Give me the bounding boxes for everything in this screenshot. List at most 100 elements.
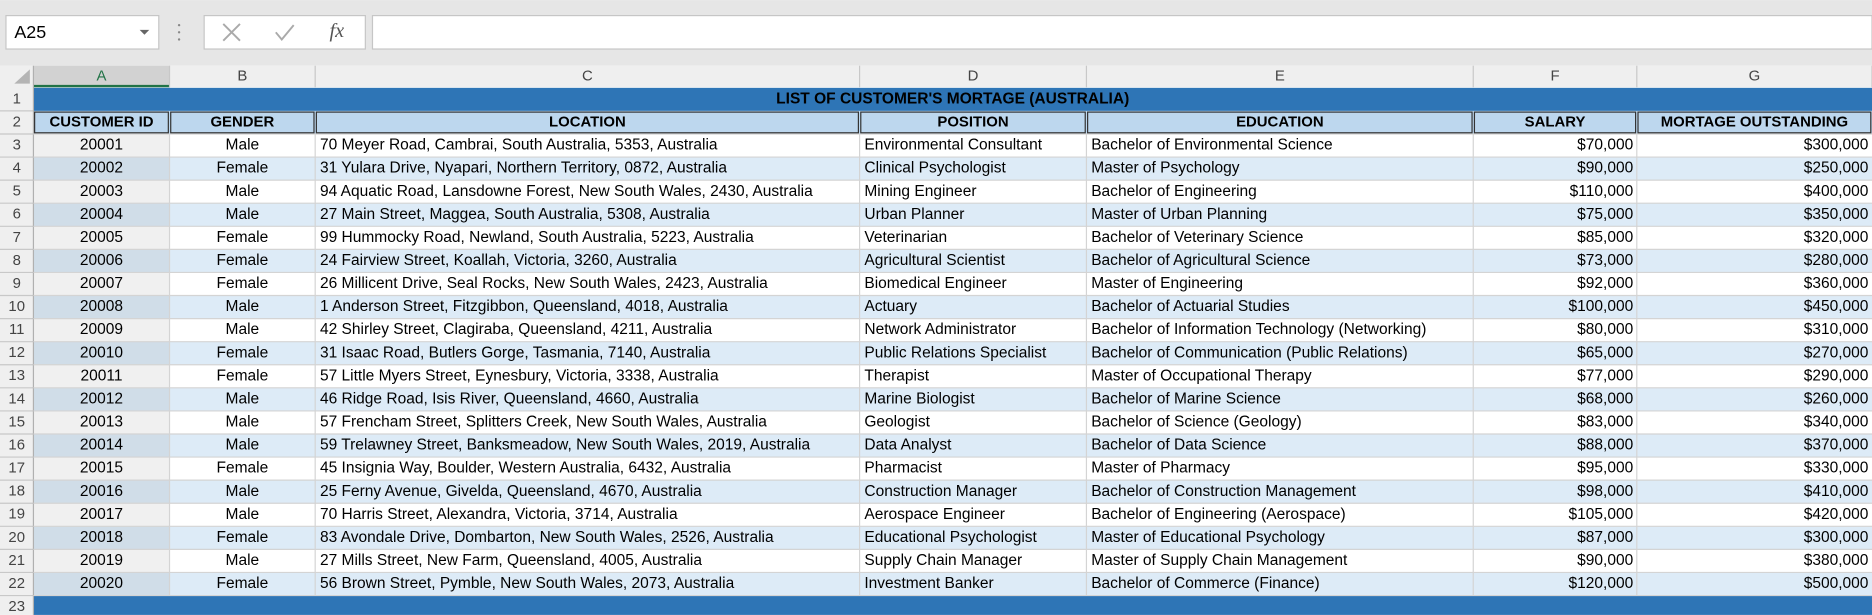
cell[interactable]: Bachelor of Marine Science [1091,390,1281,407]
cell[interactable]: $450,000 [1804,298,1869,315]
cell[interactable]: Urban Planner [864,206,964,223]
row-header[interactable]: 11 [9,321,24,338]
column-header[interactable]: C [582,67,593,84]
cell[interactable]: 20001 [80,137,123,154]
cell[interactable]: Agricultural Scientist [864,252,1005,269]
cell[interactable]: Male [226,506,260,523]
cell[interactable]: $80,000 [1577,321,1633,338]
cell[interactable]: 57 Little Myers Street, Eynesbury, Victo… [320,367,719,384]
cell[interactable]: Female [216,575,268,592]
cell[interactable]: Male [226,437,260,454]
cell[interactable]: 26 Millicent Drive, Seal Rocks, New Sout… [320,275,768,292]
cell[interactable]: 99 Hummocky Road, Newland, South Austral… [320,229,754,246]
cell[interactable]: $350,000 [1804,206,1869,223]
fx-icon[interactable]: fx [330,20,345,42]
cell[interactable]: $98,000 [1577,483,1633,500]
row-header[interactable]: 17 [8,460,25,477]
cell[interactable]: Bachelor of Construction Management [1091,483,1356,500]
cell[interactable]: 56 Brown Street, Pymble, New South Wales… [320,575,735,592]
cell[interactable]: Female [216,275,268,292]
row-header[interactable]: 13 [8,367,25,384]
cell[interactable]: Investment Banker [864,575,993,592]
column-header[interactable]: F [1550,67,1559,84]
cell[interactable]: Male [226,414,260,431]
cell[interactable]: 20017 [80,506,123,523]
row-header[interactable]: 22 [8,575,25,592]
cell[interactable]: 20008 [80,298,123,315]
cell[interactable]: Male [226,552,260,569]
column-header[interactable]: A [97,67,107,84]
cell[interactable]: 70 Meyer Road, Cambrai, South Australia,… [320,137,718,154]
row-header[interactable]: 20 [8,529,25,546]
cell[interactable]: 20010 [80,344,124,361]
cell[interactable]: $310,000 [1804,321,1869,338]
row-header[interactable]: 21 [8,552,25,569]
cell[interactable]: Male [226,206,260,223]
cell[interactable]: 20007 [80,275,123,292]
cell[interactable]: $70,000 [1577,137,1633,154]
cell[interactable]: 27 Main Street, Maggea, South Australia,… [320,206,710,223]
cell[interactable]: Master of Educational Psychology [1091,529,1325,546]
cell[interactable]: Female [216,367,268,384]
cell[interactable]: $105,000 [1569,506,1634,523]
cell[interactable]: Master of Occupational Therapy [1091,367,1312,384]
cell[interactable]: $100,000 [1569,298,1634,315]
cell[interactable]: $120,000 [1569,575,1634,592]
cell[interactable]: Bachelor of Information Technology (Netw… [1091,321,1426,338]
cell[interactable]: $75,000 [1577,206,1633,223]
cell[interactable]: Male [226,183,260,200]
cell[interactable]: Therapist [864,367,929,384]
cell[interactable]: $380,000 [1804,552,1869,569]
cell[interactable]: Mining Engineer [864,183,976,200]
cell[interactable]: Female [216,229,268,246]
cell[interactable]: Geologist [864,414,930,431]
row-header[interactable]: 23 [8,598,25,615]
cell[interactable]: 70 Harris Street, Alexandra, Victoria, 3… [320,506,678,523]
cell[interactable]: Bachelor of Science (Geology) [1091,414,1301,431]
cell[interactable]: $330,000 [1804,460,1869,477]
cell[interactable]: $320,000 [1804,229,1869,246]
cell[interactable]: Master of Supply Chain Management [1091,552,1348,569]
cell[interactable]: 20005 [80,229,123,246]
cell[interactable]: Bachelor of Engineering (Aerospace) [1091,506,1345,523]
row-header[interactable]: 18 [8,483,25,500]
row-header[interactable]: 12 [8,344,25,361]
row-header[interactable]: 3 [13,136,21,153]
row-header[interactable]: 9 [13,275,21,292]
cell[interactable]: 46 Ridge Road, Isis River, Queensland, 4… [320,390,699,407]
enter-icon[interactable] [275,24,295,41]
cell[interactable]: $88,000 [1577,437,1633,454]
cell[interactable]: Biomedical Engineer [864,275,1006,292]
cell[interactable]: 20002 [80,160,123,177]
row-header[interactable]: 2 [13,113,21,130]
cell[interactable]: Female [216,252,268,269]
cell[interactable]: 20004 [80,206,124,223]
cell[interactable]: Clinical Psychologist [864,160,1006,177]
cell[interactable]: 20009 [80,321,123,338]
cell[interactable]: 31 Isaac Road, Butlers Gorge, Tasmania, … [320,344,711,361]
row-header[interactable]: 19 [8,506,25,523]
cell[interactable]: Bachelor of Actuarial Studies [1091,298,1290,315]
cell[interactable]: Construction Manager [864,483,1017,500]
cell[interactable]: 1 Anderson Street, Fitzgibbon, Queenslan… [320,298,728,315]
cell[interactable]: Master of Engineering [1091,275,1243,292]
cell[interactable]: $400,000 [1804,183,1869,200]
cell[interactable]: Environmental Consultant [864,137,1042,154]
cell[interactable]: Male [226,390,260,407]
row-header[interactable]: 15 [8,413,25,430]
row-header[interactable]: 10 [8,298,25,315]
cell[interactable]: Master of Psychology [1091,160,1240,177]
name-box-arrow[interactable] [139,29,150,35]
column-header[interactable]: B [237,67,247,84]
cell[interactable]: $73,000 [1577,252,1633,269]
cell[interactable]: 24 Fairview Street, Koallah, Victoria, 3… [320,252,677,269]
cell[interactable]: Male [226,483,260,500]
cell[interactable]: $77,000 [1577,367,1633,384]
column-header[interactable]: G [1749,67,1761,84]
cell[interactable]: $85,000 [1577,229,1633,246]
cell[interactable]: 20014 [80,437,124,454]
cell[interactable]: Supply Chain Manager [864,552,1022,569]
cell[interactable]: $500,000 [1804,575,1869,592]
cell[interactable]: 42 Shirley Street, Clagiraba, Queensland… [320,321,713,338]
cell[interactable]: 20015 [80,460,123,477]
